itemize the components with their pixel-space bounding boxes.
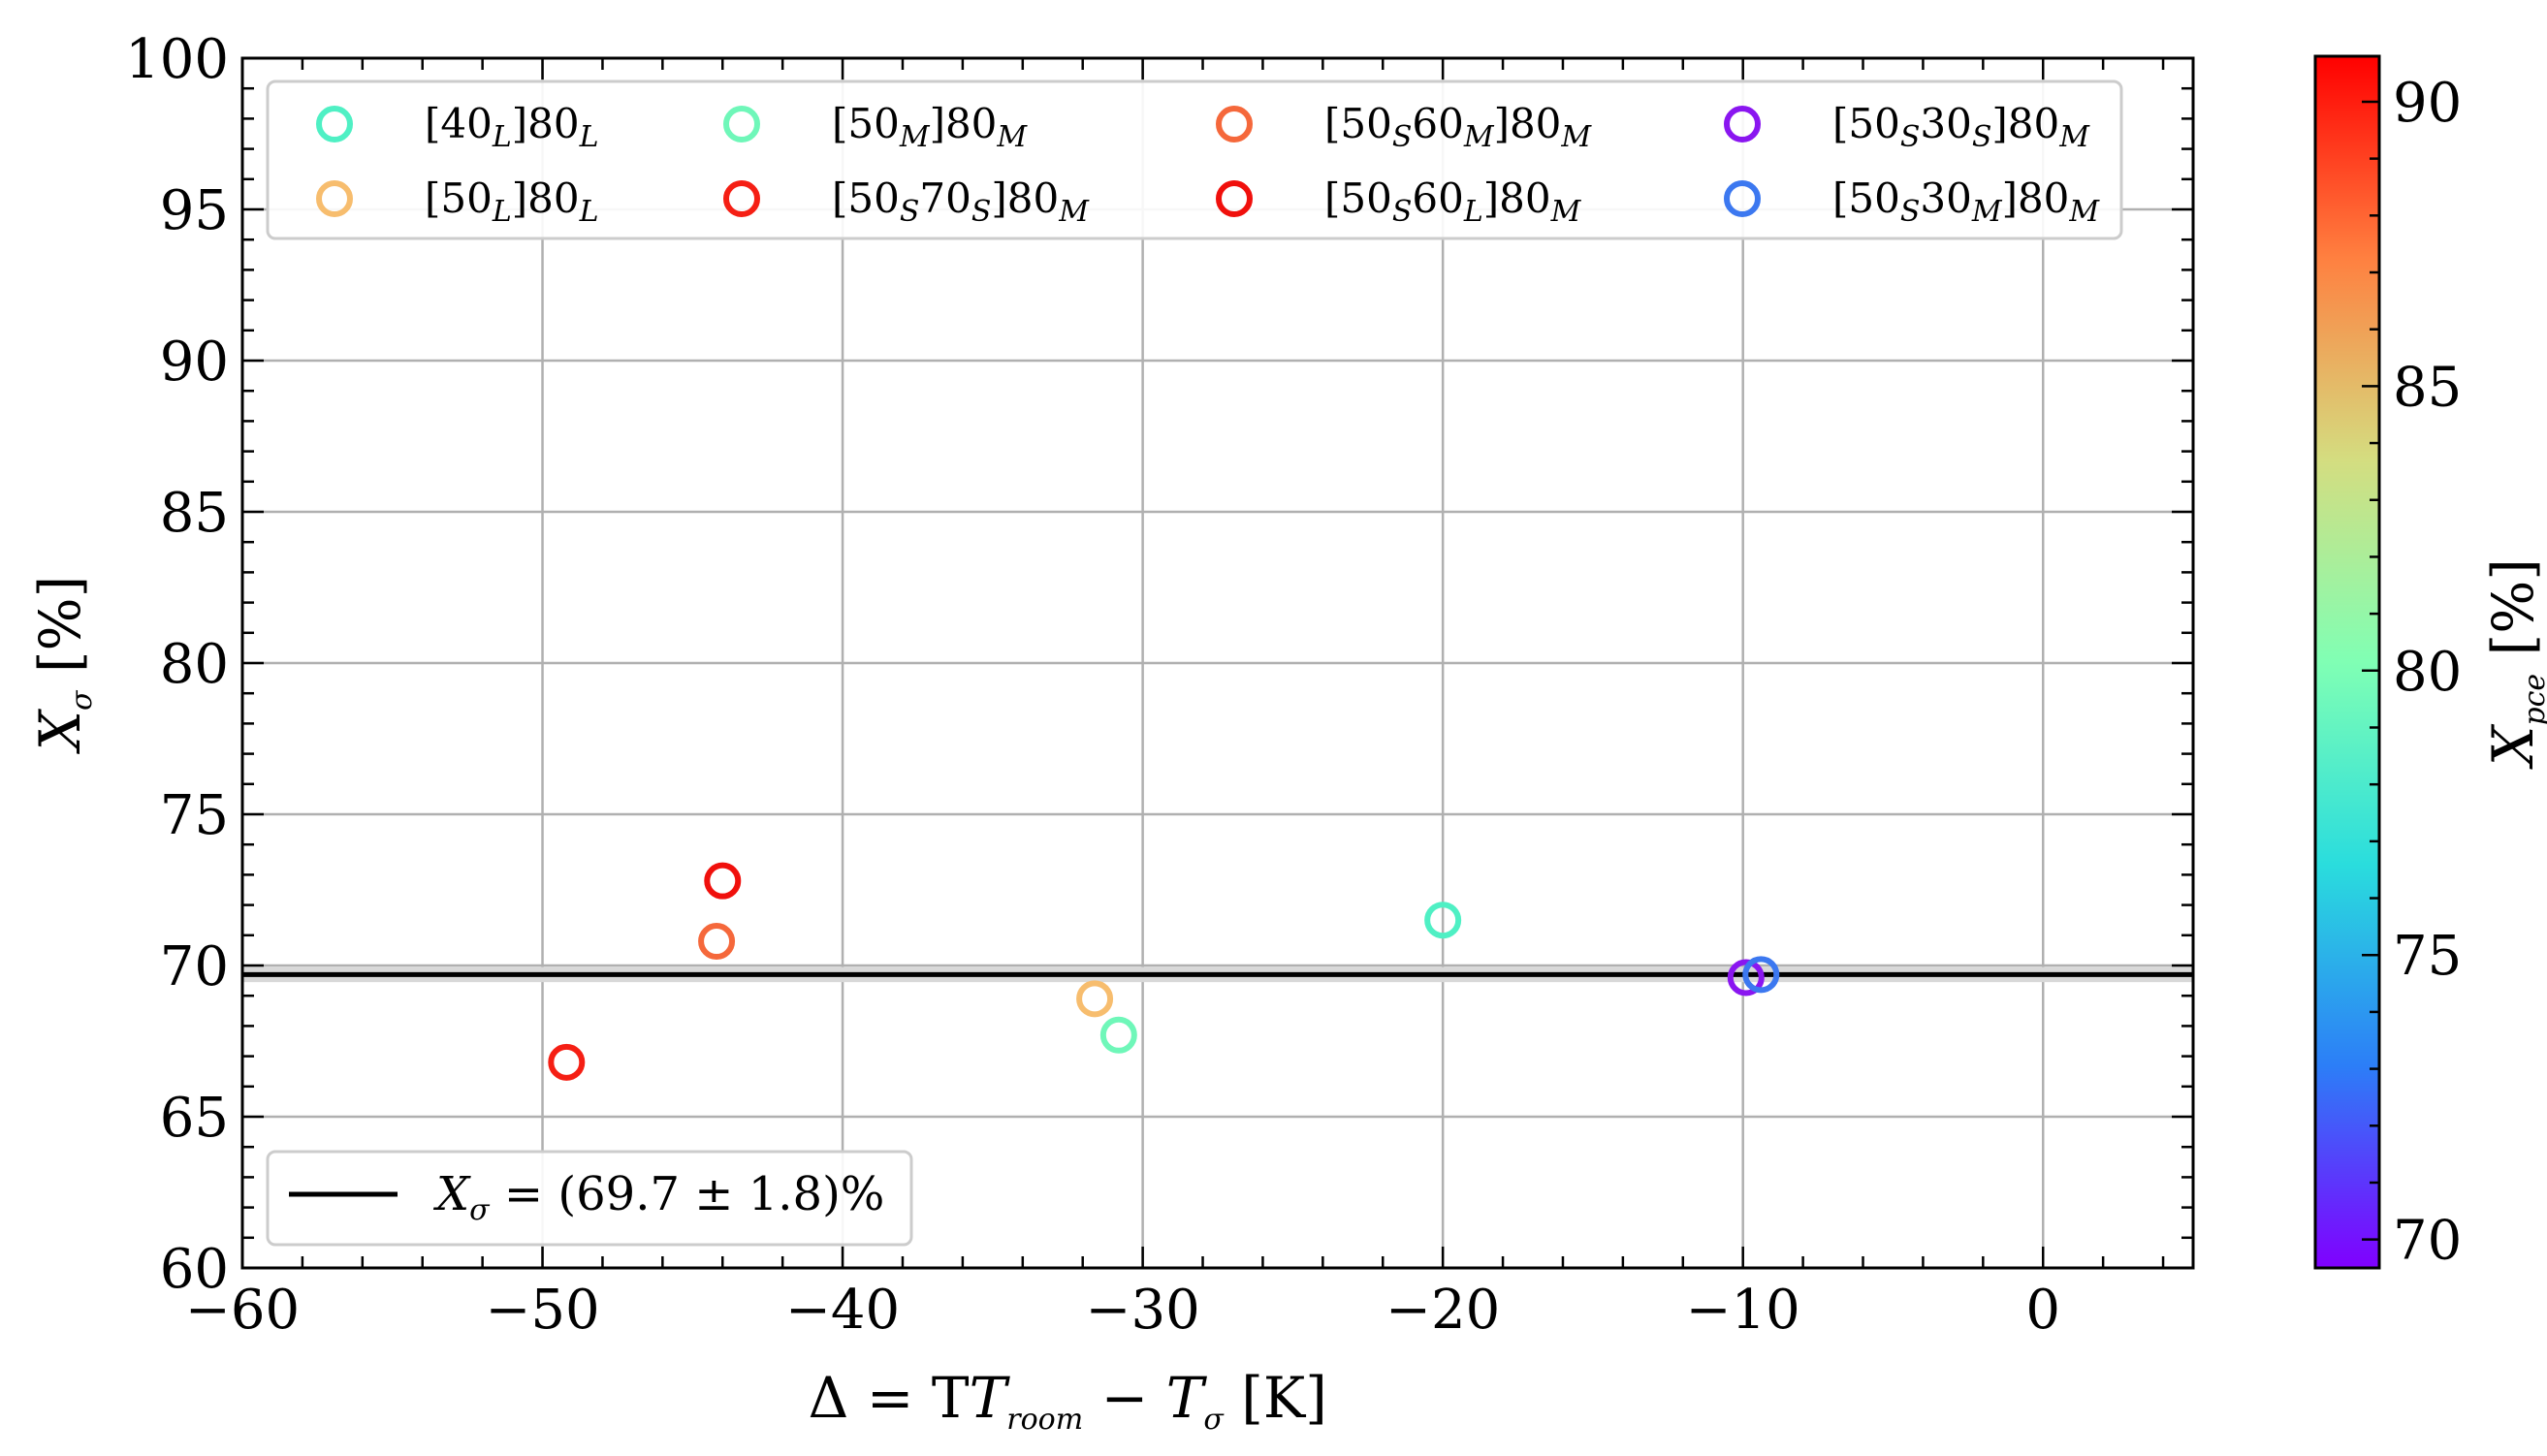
legend: [40L]80L [50M]80M [50S60M]80M [50S30S]80M [5… <box>266 79 2123 240</box>
data-points <box>548 862 1780 1081</box>
legend-marker-0 <box>316 106 353 142</box>
legend-label-6: [50S30S]80M <box>1832 100 2090 154</box>
legend-label-5: [50S60L]80M <box>1324 174 1582 229</box>
colorbar-tick-label: 80 <box>2393 641 2462 704</box>
legend-label-3: [50S70S]80M <box>832 174 1090 229</box>
legend-marker-1 <box>316 180 353 217</box>
axes: −60 −50 −40 −30 −20 −10 0 60 65 70 75 80 85 90 95 100 <box>125 28 2195 1342</box>
legend-marker-2 <box>723 106 760 142</box>
y-axis-title: Xσ [%] <box>27 576 99 755</box>
colorbar: 70 75 80 85 90 Xpce [%] <box>2313 54 2547 1273</box>
x-tick-label: −30 <box>1086 1279 1200 1342</box>
legend-label-2: [50M]80M <box>832 100 1028 154</box>
colorbar-gradient <box>2313 54 2381 1270</box>
legend-label-0: [40L]80L <box>425 100 599 154</box>
data-point-7 <box>1742 956 1780 994</box>
y-tick-label: 65 <box>160 1087 229 1150</box>
y-tick-label: 95 <box>160 179 229 242</box>
x-tick-label: −50 <box>485 1279 599 1342</box>
x-tick-label: −40 <box>785 1279 900 1342</box>
data-point-3 <box>548 1043 586 1081</box>
data-point-6 <box>1727 959 1765 997</box>
y-tick-label: 85 <box>160 482 229 545</box>
legend-label-4: [50S60M]80M <box>1324 100 1592 154</box>
x-tick-label: −20 <box>1385 1279 1500 1342</box>
y-tick-label: 75 <box>160 784 229 847</box>
y-tick-label: 70 <box>160 935 229 998</box>
data-point-0 <box>1424 902 1462 939</box>
x-tick-label: −60 <box>185 1279 300 1342</box>
legend-box <box>266 79 2123 240</box>
x-tick-label: −10 <box>1686 1279 1800 1342</box>
fit-legend-label: Xσ = (69.7 ± 1.8)% <box>432 1167 884 1227</box>
x-tick-label: 0 <box>2025 1279 2060 1342</box>
fit-legend: Xσ = (69.7 ± 1.8)% <box>266 1150 913 1247</box>
fit-band <box>242 966 2193 983</box>
data-point-5 <box>704 862 742 900</box>
y-tick-label: 90 <box>160 331 229 394</box>
grid <box>240 56 2193 1270</box>
colorbar-tick-label: 85 <box>2393 356 2462 419</box>
y-tick-label: 60 <box>160 1238 229 1301</box>
colorbar-tick-label: 90 <box>2393 72 2462 135</box>
data-point-2 <box>1099 1016 1137 1054</box>
legend-marker-6 <box>1724 106 1761 142</box>
legend-marker-4 <box>1216 106 1253 142</box>
data-point-1 <box>1076 980 1114 1018</box>
legend-marker-5 <box>1216 180 1253 217</box>
y-tick-label: 80 <box>160 633 229 696</box>
x-axis-title: Δ = TTroom − Tσ [K] <box>809 1365 1327 1437</box>
colorbar-title: Xpce [%] <box>2480 558 2547 770</box>
y-tick-label: 100 <box>125 28 229 91</box>
axis-titles: Δ = TTroom − Tσ [K] Xσ [%] <box>27 576 1327 1437</box>
legend-marker-3 <box>723 180 760 217</box>
legend-label-1: [50L]80L <box>425 174 599 229</box>
colorbar-tick-label: 75 <box>2393 925 2462 988</box>
legend-label-7: [50S30M]80M <box>1832 174 2100 229</box>
data-point-4 <box>698 923 736 961</box>
legend-marker-7 <box>1724 180 1761 217</box>
fit-legend-box <box>266 1150 913 1247</box>
colorbar-tick-label: 70 <box>2393 1210 2462 1273</box>
